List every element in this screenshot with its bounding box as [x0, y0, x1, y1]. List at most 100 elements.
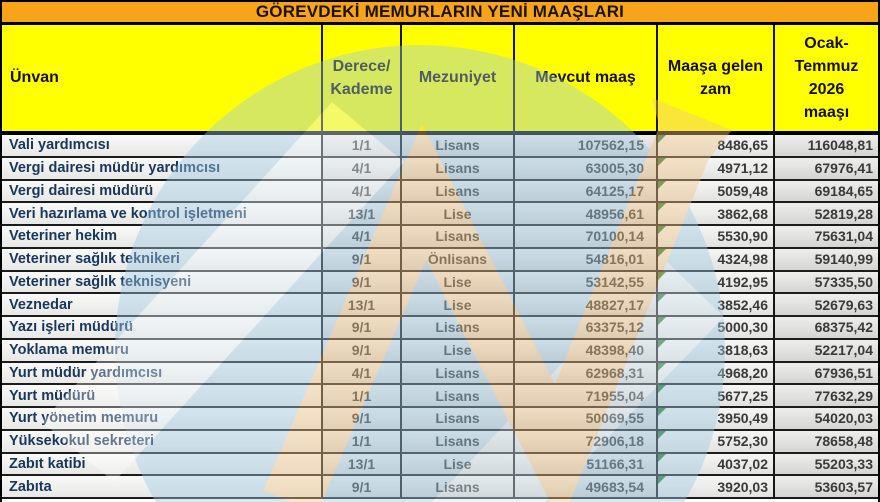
cell-mevcut-maas: 62968,31 — [515, 362, 658, 386]
cell-value: 70100,14 — [585, 228, 644, 245]
excel-flag-triangle-icon — [658, 385, 666, 394]
table-row: Zabıta 9/1 Lisans 49683,54 3920,03 53603,57 — [2, 476, 878, 499]
cell-value: Lise — [443, 205, 472, 222]
table-row: Vergi dairesi müdürü 4/1 Lisans 64125,17 505… — [2, 180, 878, 204]
table-row: Veteriner sağlık teknikeri 9/1 Önlisans 548… — [2, 248, 878, 272]
cell-mevcut-maas: 72906,18 — [515, 430, 658, 454]
cell-derece-kademe: 13/1 — [323, 203, 402, 226]
cell-value: 8486,65 — [717, 137, 768, 154]
cell-yeni-maas: 59140,99 — [775, 248, 878, 272]
cell-value: 9/1 — [351, 319, 372, 336]
cell-unvan: Vergi dairesi müdürü — [2, 180, 323, 204]
cell-mezuniyet: Lisans — [402, 226, 515, 249]
excel-flag-triangle-icon — [658, 339, 666, 348]
cell-mevcut-maas: 53142,55 — [515, 271, 658, 295]
cell-value: 13/1 — [347, 455, 376, 472]
cell-unvan: Yurt müdür yardımcısı — [2, 362, 323, 386]
cell-value: 3852,46 — [717, 296, 768, 313]
cell-value: 51166,31 — [586, 455, 644, 472]
cell-derece-kademe: 1/1 — [323, 135, 402, 158]
table-row: Veteriner sağlık teknisyeni 9/1 Lise 53142,… — [2, 271, 878, 295]
cell-yeni-maas: 55203,33 — [775, 453, 878, 477]
cell-mevcut-maas: 48827,17 — [515, 294, 658, 317]
table-row: Yazı işleri müdürü 9/1 Lisans 63375,12 5000,… — [2, 317, 878, 340]
cell-mezuniyet: Lisans — [402, 180, 515, 204]
cell-value: Önlisans — [427, 251, 488, 268]
cell-unvan: Yoklama memuru — [2, 339, 323, 363]
cell-value: Veteriner sağlık teknisyeni — [9, 273, 192, 290]
cell-value: 107562,15 — [577, 137, 644, 154]
cell-value: Yurt müdürü — [9, 387, 96, 404]
table-title: GÖREVDEKİ MEMURLARIN YENİ MAAŞLARI — [2, 2, 878, 25]
header-mevcut-maas: Mevcut maaş — [515, 25, 658, 135]
cell-mezuniyet: Lise — [402, 203, 515, 226]
table-row: Vergi dairesi müdür yardımcısı 4/1 Lisans 6… — [2, 157, 878, 181]
cell-zam: 5000,30 — [658, 317, 775, 340]
cell-value: 55203,33 — [814, 455, 873, 472]
cell-value: Lise — [443, 455, 472, 472]
cell-zam: 5059,48 — [658, 180, 775, 204]
cell-unvan: Veteriner sağlık teknikeri — [2, 248, 323, 272]
cell-value: Lisans — [435, 319, 480, 336]
cell-zam: 4037,02 — [658, 453, 775, 477]
cell-unvan: Yurt müdürü — [2, 385, 323, 408]
cell-value: Zabıta — [9, 478, 52, 495]
cell-value: Lisans — [435, 160, 480, 177]
cell-mevcut-maas: 51166,31 — [515, 453, 658, 477]
excel-flag-triangle-icon — [658, 135, 666, 143]
cell-value: 1/1 — [351, 433, 372, 450]
cell-value: Lisans — [435, 137, 480, 154]
cell-derece-kademe: 9/1 — [323, 339, 402, 363]
cell-zam: 5530,90 — [658, 226, 775, 249]
cell-value: Veri hazırlama ve kontrol işletmeni — [9, 205, 247, 222]
cell-value: 3862,68 — [717, 205, 768, 222]
cell-yeni-maas: 78658,48 — [775, 430, 878, 454]
cell-derece-kademe: 9/1 — [323, 476, 402, 499]
cell-yeni-maas: 116048,81 — [775, 135, 878, 158]
cell-derece-kademe: 9/1 — [323, 408, 402, 431]
cell-mezuniyet: Lisans — [402, 317, 515, 340]
cell-value: 52819,28 — [814, 205, 873, 222]
header-zam: Maaşa gelen zam — [658, 25, 775, 135]
cell-value: Lisans — [435, 478, 480, 495]
cell-value: 77632,29 — [814, 387, 873, 404]
cell-yeni-maas: 52217,04 — [775, 339, 878, 363]
cell-derece-kademe: 4/1 — [323, 362, 402, 386]
cell-value: 5752,30 — [717, 433, 768, 450]
cell-yeni-maas: 52819,28 — [775, 203, 878, 226]
header-unvan: Ünvan — [2, 25, 323, 135]
cell-unvan: Yüksekokul sekreteri — [2, 430, 323, 454]
cell-zam: 3950,49 — [658, 408, 775, 431]
cell-mezuniyet: Önlisans — [402, 248, 515, 272]
cell-value: Lisans — [435, 182, 480, 199]
table-header-row: Ünvan Derece/ Kademe Mezuniyet Mevcut ma… — [2, 25, 878, 135]
cell-unvan: Veteriner hekim — [2, 226, 323, 249]
cell-value: 5059,48 — [717, 182, 768, 199]
cell-value: Yazı işleri müdürü — [9, 319, 134, 336]
cell-zam: 3818,63 — [658, 339, 775, 363]
cell-unvan: Yazı işleri müdürü — [2, 317, 323, 340]
table-row: Yurt yönetim memuru 9/1 Lisans 50069,55 3950… — [2, 408, 878, 431]
table-row: Veteriner hekim 4/1 Lisans 70100,14 5530,90 7… — [2, 226, 878, 249]
cell-derece-kademe: 13/1 — [323, 453, 402, 477]
cell-value: 5000,30 — [717, 319, 768, 336]
cell-value: 116048,81 — [807, 137, 873, 154]
excel-flag-triangle-icon — [658, 180, 666, 189]
excel-flag-triangle-icon — [658, 248, 666, 257]
cell-value: 54020,03 — [814, 410, 873, 427]
cell-zam: 8486,65 — [658, 135, 775, 158]
cell-unvan: Veteriner sağlık teknisyeni — [2, 271, 323, 295]
cell-value: 9/1 — [351, 342, 372, 359]
cell-value: 78658,48 — [814, 433, 873, 450]
cell-mevcut-maas: 63005,30 — [515, 157, 658, 181]
cell-yeni-maas: 52679,63 — [775, 294, 878, 317]
cell-mevcut-maas: 107562,15 — [515, 135, 658, 158]
cell-value: 9/1 — [351, 478, 372, 495]
table-row: Veznedar 13/1 Lise 48827,17 3852,46 52679,63 — [2, 294, 878, 317]
cell-mezuniyet: Lise — [402, 453, 515, 477]
cell-value: 48956,61 — [585, 205, 644, 222]
cell-value: Vali yardımcısı — [9, 137, 110, 154]
cell-unvan: Veznedar — [2, 294, 323, 317]
table-row: Zabıt katibi 13/1 Lise 51166,31 4037,02 55203… — [2, 453, 878, 477]
